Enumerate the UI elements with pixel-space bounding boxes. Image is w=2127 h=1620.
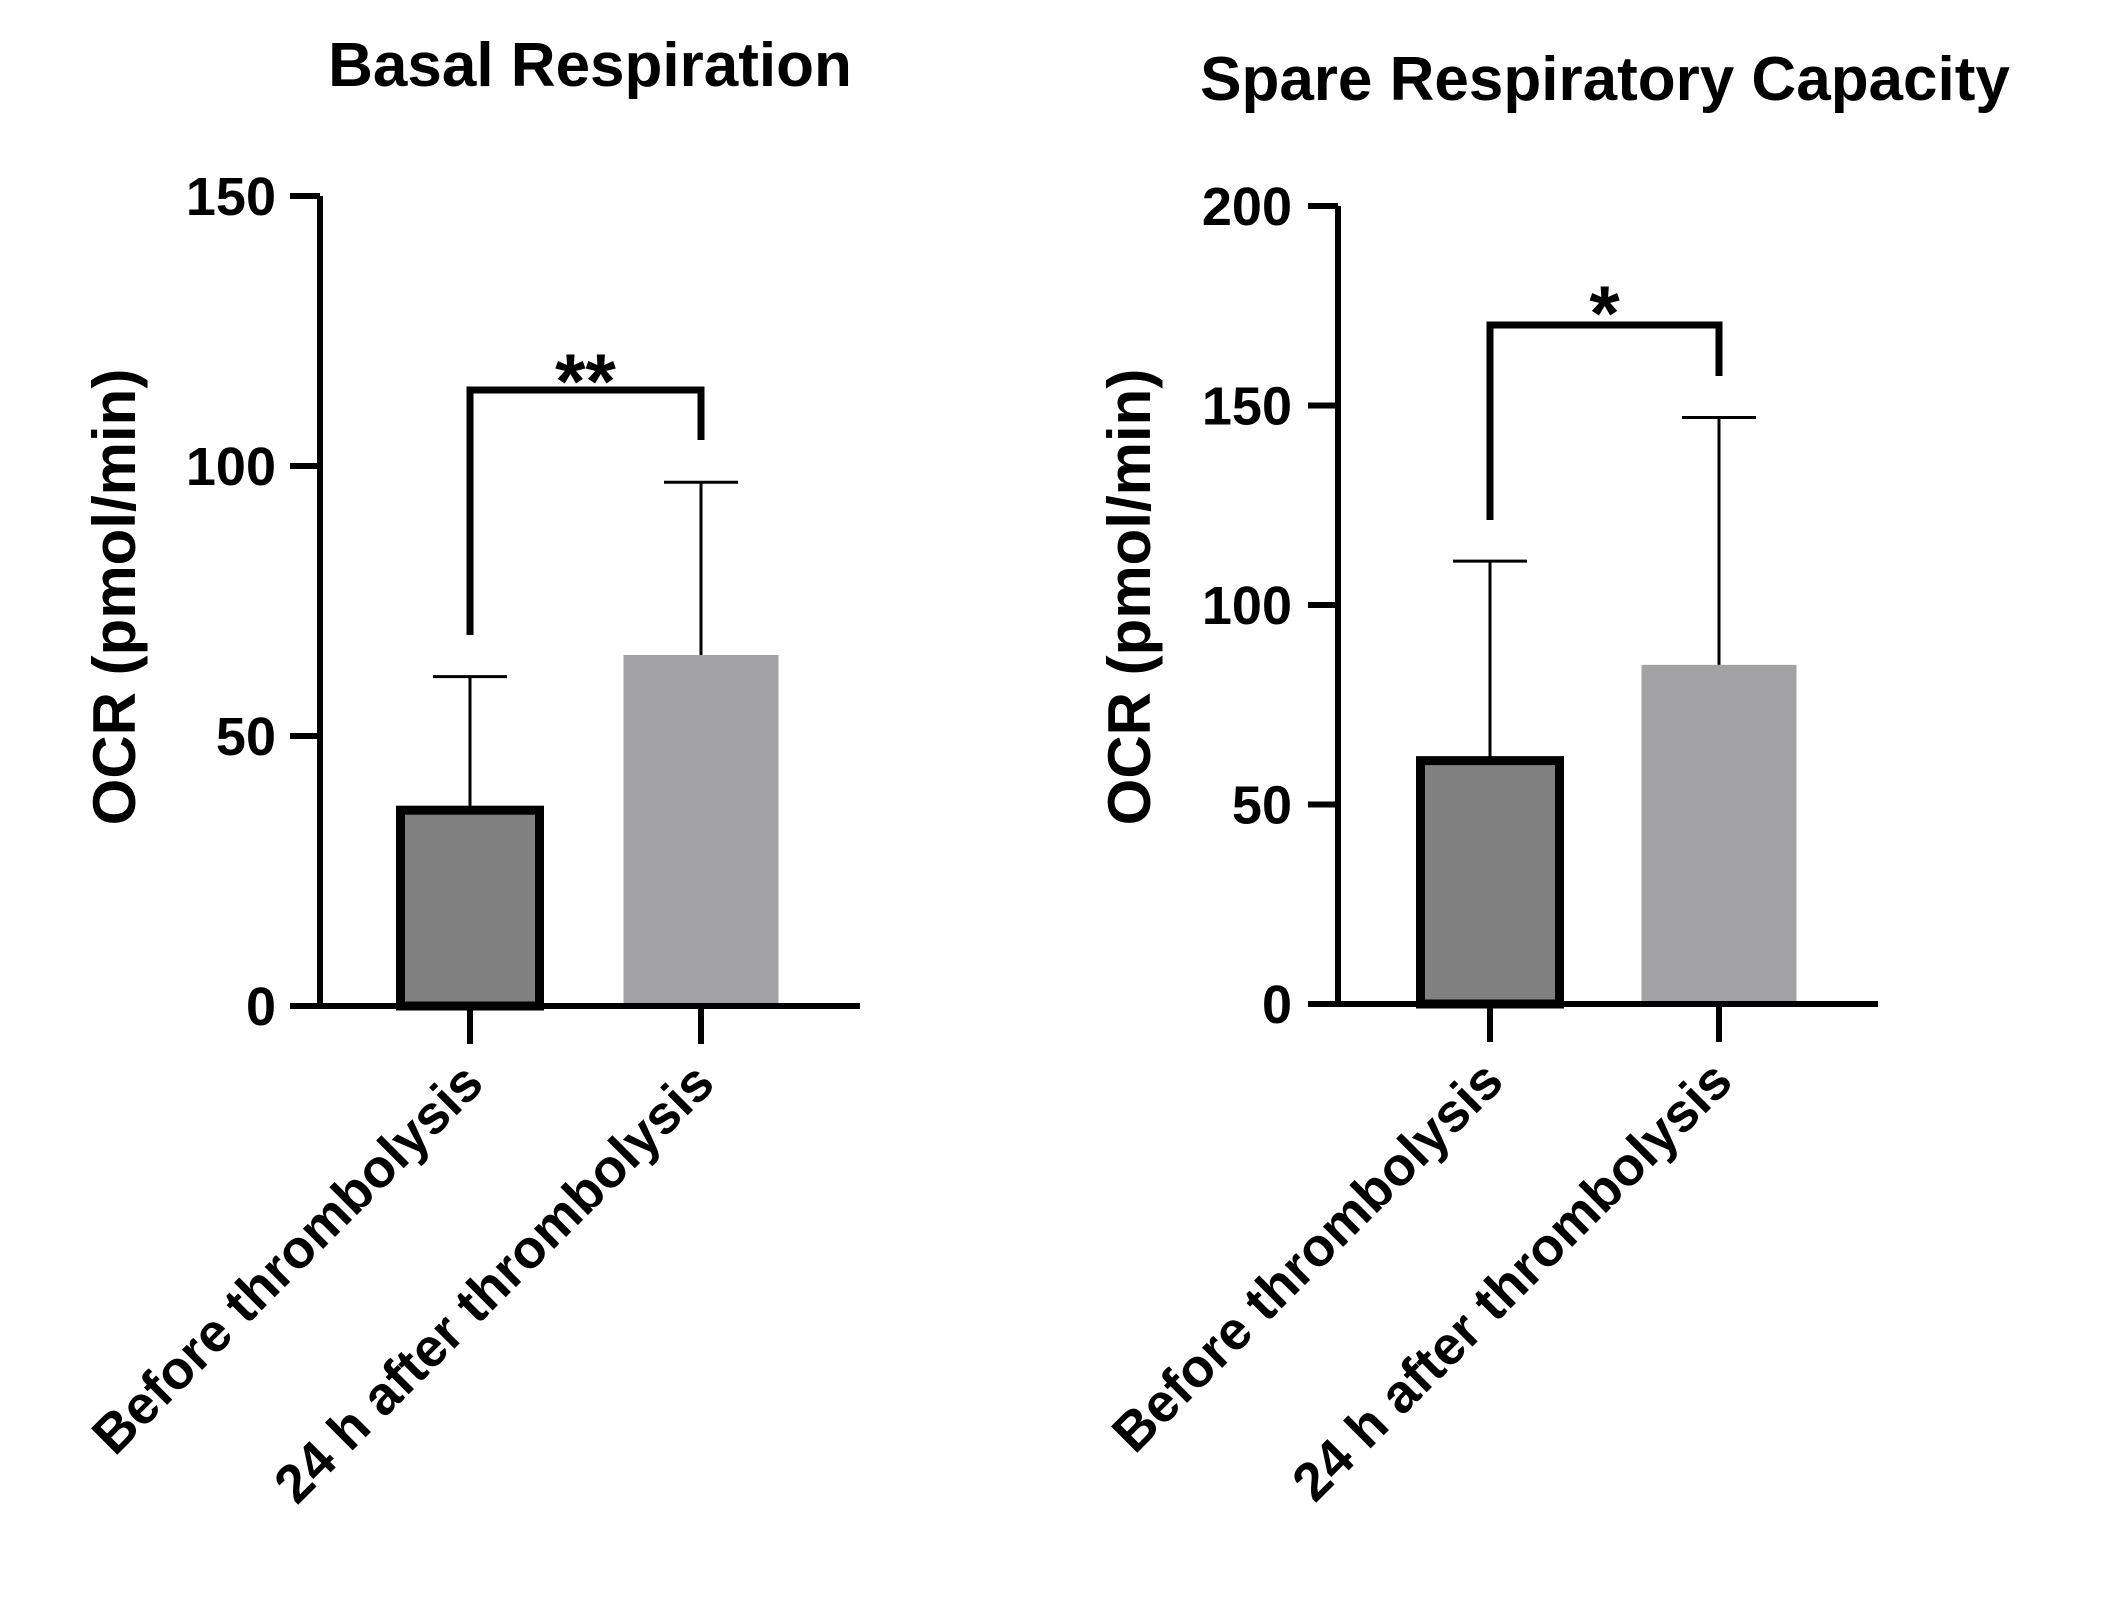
bar-after (623, 655, 779, 1006)
y-tick-label: 100 (186, 437, 276, 497)
y-axis-label: OCR (pmol/min) (81, 369, 148, 826)
x-tick-label: 24 h after thrombolysis (1281, 1050, 1744, 1513)
bar-before (1416, 756, 1564, 1009)
significance-bracket (466, 386, 705, 635)
x-tick-label: Before thrombolysis (1101, 1050, 1515, 1464)
chart-title: Basal Respiration (328, 31, 852, 100)
y-tick-label: 50 (1232, 776, 1292, 836)
significance-label: * (1589, 269, 1620, 357)
x-tick-label: Before thrombolysis (81, 1052, 495, 1466)
y-tick-label: 200 (1202, 177, 1292, 237)
x-tick-label: 24 h after thrombolysis (263, 1052, 726, 1515)
significance-bracket (1486, 321, 1723, 520)
panel-basal-respiration: Basal Respiration OCR (pmol/min) 0 50 100 1… (81, 31, 860, 1515)
significance-label: ** (555, 337, 616, 425)
y-tick-label: 0 (1262, 975, 1292, 1035)
y-tick-label: 100 (1202, 576, 1292, 636)
bar-before (396, 805, 544, 1011)
panel-spare-respiratory-capacity: Spare Respiratory Capacity OCR (pmol/min… (1096, 45, 2010, 1513)
y-axis-label: OCR (pmol/min) (1096, 369, 1163, 826)
y-tick-label: 150 (1202, 377, 1292, 437)
y-tick-label: 50 (216, 707, 276, 767)
bar-after (1641, 664, 1797, 1004)
y-tick-label: 150 (186, 167, 276, 227)
y-tick-label: 0 (246, 977, 276, 1037)
chart-title: Spare Respiratory Capacity (1200, 45, 2010, 114)
